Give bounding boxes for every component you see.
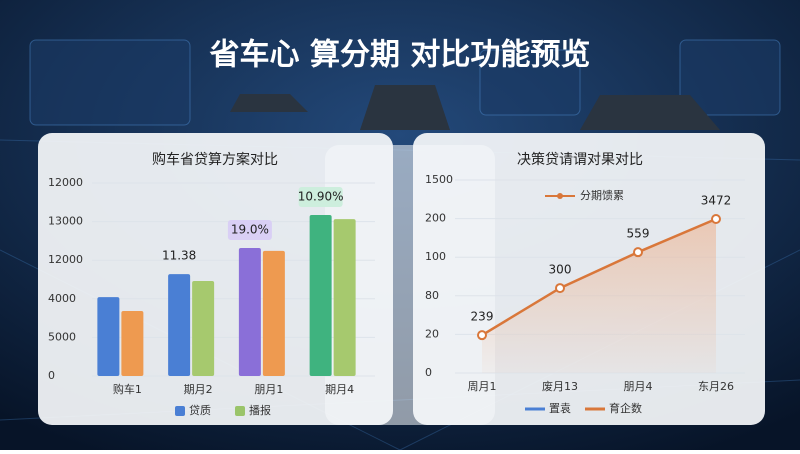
area (482, 218, 716, 373)
annotation: 10.90% (298, 190, 344, 204)
point (711, 213, 721, 224)
annotation: 559 (627, 227, 650, 241)
bar (97, 297, 120, 376)
y-tick-label: 80 (425, 289, 439, 302)
annotation: 300 (549, 263, 572, 277)
cars (230, 85, 720, 130)
bar (168, 274, 191, 376)
annotation: 11.38 (162, 249, 196, 263)
legend-swatch (235, 406, 245, 416)
x-tick-label: 废月13 (542, 379, 578, 393)
bar (192, 281, 215, 376)
y-tick-label: 5000 (48, 330, 76, 343)
y-tick-label: 12000 (48, 176, 83, 189)
x-tick-label: 朋月4 (624, 380, 653, 393)
annotation: 19.0% (231, 223, 269, 237)
y-tick-label: 200 (425, 212, 446, 225)
x-tick-label: 购车1 (113, 382, 142, 396)
y-tick-label: 13000 (48, 215, 83, 228)
label-box (227, 220, 272, 241)
y-tick-label: 12000 (48, 253, 83, 266)
point (633, 247, 643, 258)
bar (333, 219, 356, 376)
legend-label: 播报 (249, 403, 271, 417)
legend-label: 贷质 (189, 403, 211, 417)
annotation: 3472 (701, 193, 732, 207)
deco-panel (679, 39, 781, 116)
chart-title: 购车省贷算方案对比 (152, 151, 278, 168)
legend-swatch (557, 193, 563, 199)
bar (121, 310, 144, 376)
label-box (298, 187, 343, 208)
bar (238, 248, 261, 376)
bar (262, 250, 285, 376)
y-tick-label: 4000 (48, 292, 76, 305)
bar (309, 215, 332, 376)
y-tick-label: 100 (425, 250, 446, 263)
y-tick-label: 1500 (425, 173, 453, 186)
annotation: 239 (471, 310, 494, 324)
point (477, 330, 487, 341)
x-tick-label: 周月1 (468, 380, 497, 393)
y-tick-label: 20 (425, 327, 439, 340)
legend-label: 育企数 (609, 401, 642, 415)
x-tick-label: 期月4 (325, 383, 354, 396)
y-tick-label: 0 (425, 366, 432, 379)
deco-panel (29, 39, 191, 126)
legend-label: 分期馈累 (580, 189, 624, 202)
deco-panel (479, 49, 581, 116)
x-tick-label: 朋月1 (254, 383, 283, 396)
line (481, 217, 717, 337)
point (555, 283, 565, 294)
y-tick-label: 0 (48, 369, 55, 382)
page-title: 省车心 算分期 对比功能预览 (210, 38, 591, 73)
chart-title: 决策贷请谓对果对比 (517, 151, 643, 168)
legend-swatch (175, 406, 185, 416)
legend-label: 置袁 (549, 402, 571, 415)
x-tick-label: 东月26 (698, 380, 734, 393)
x-tick-label: 期月2 (184, 383, 213, 396)
